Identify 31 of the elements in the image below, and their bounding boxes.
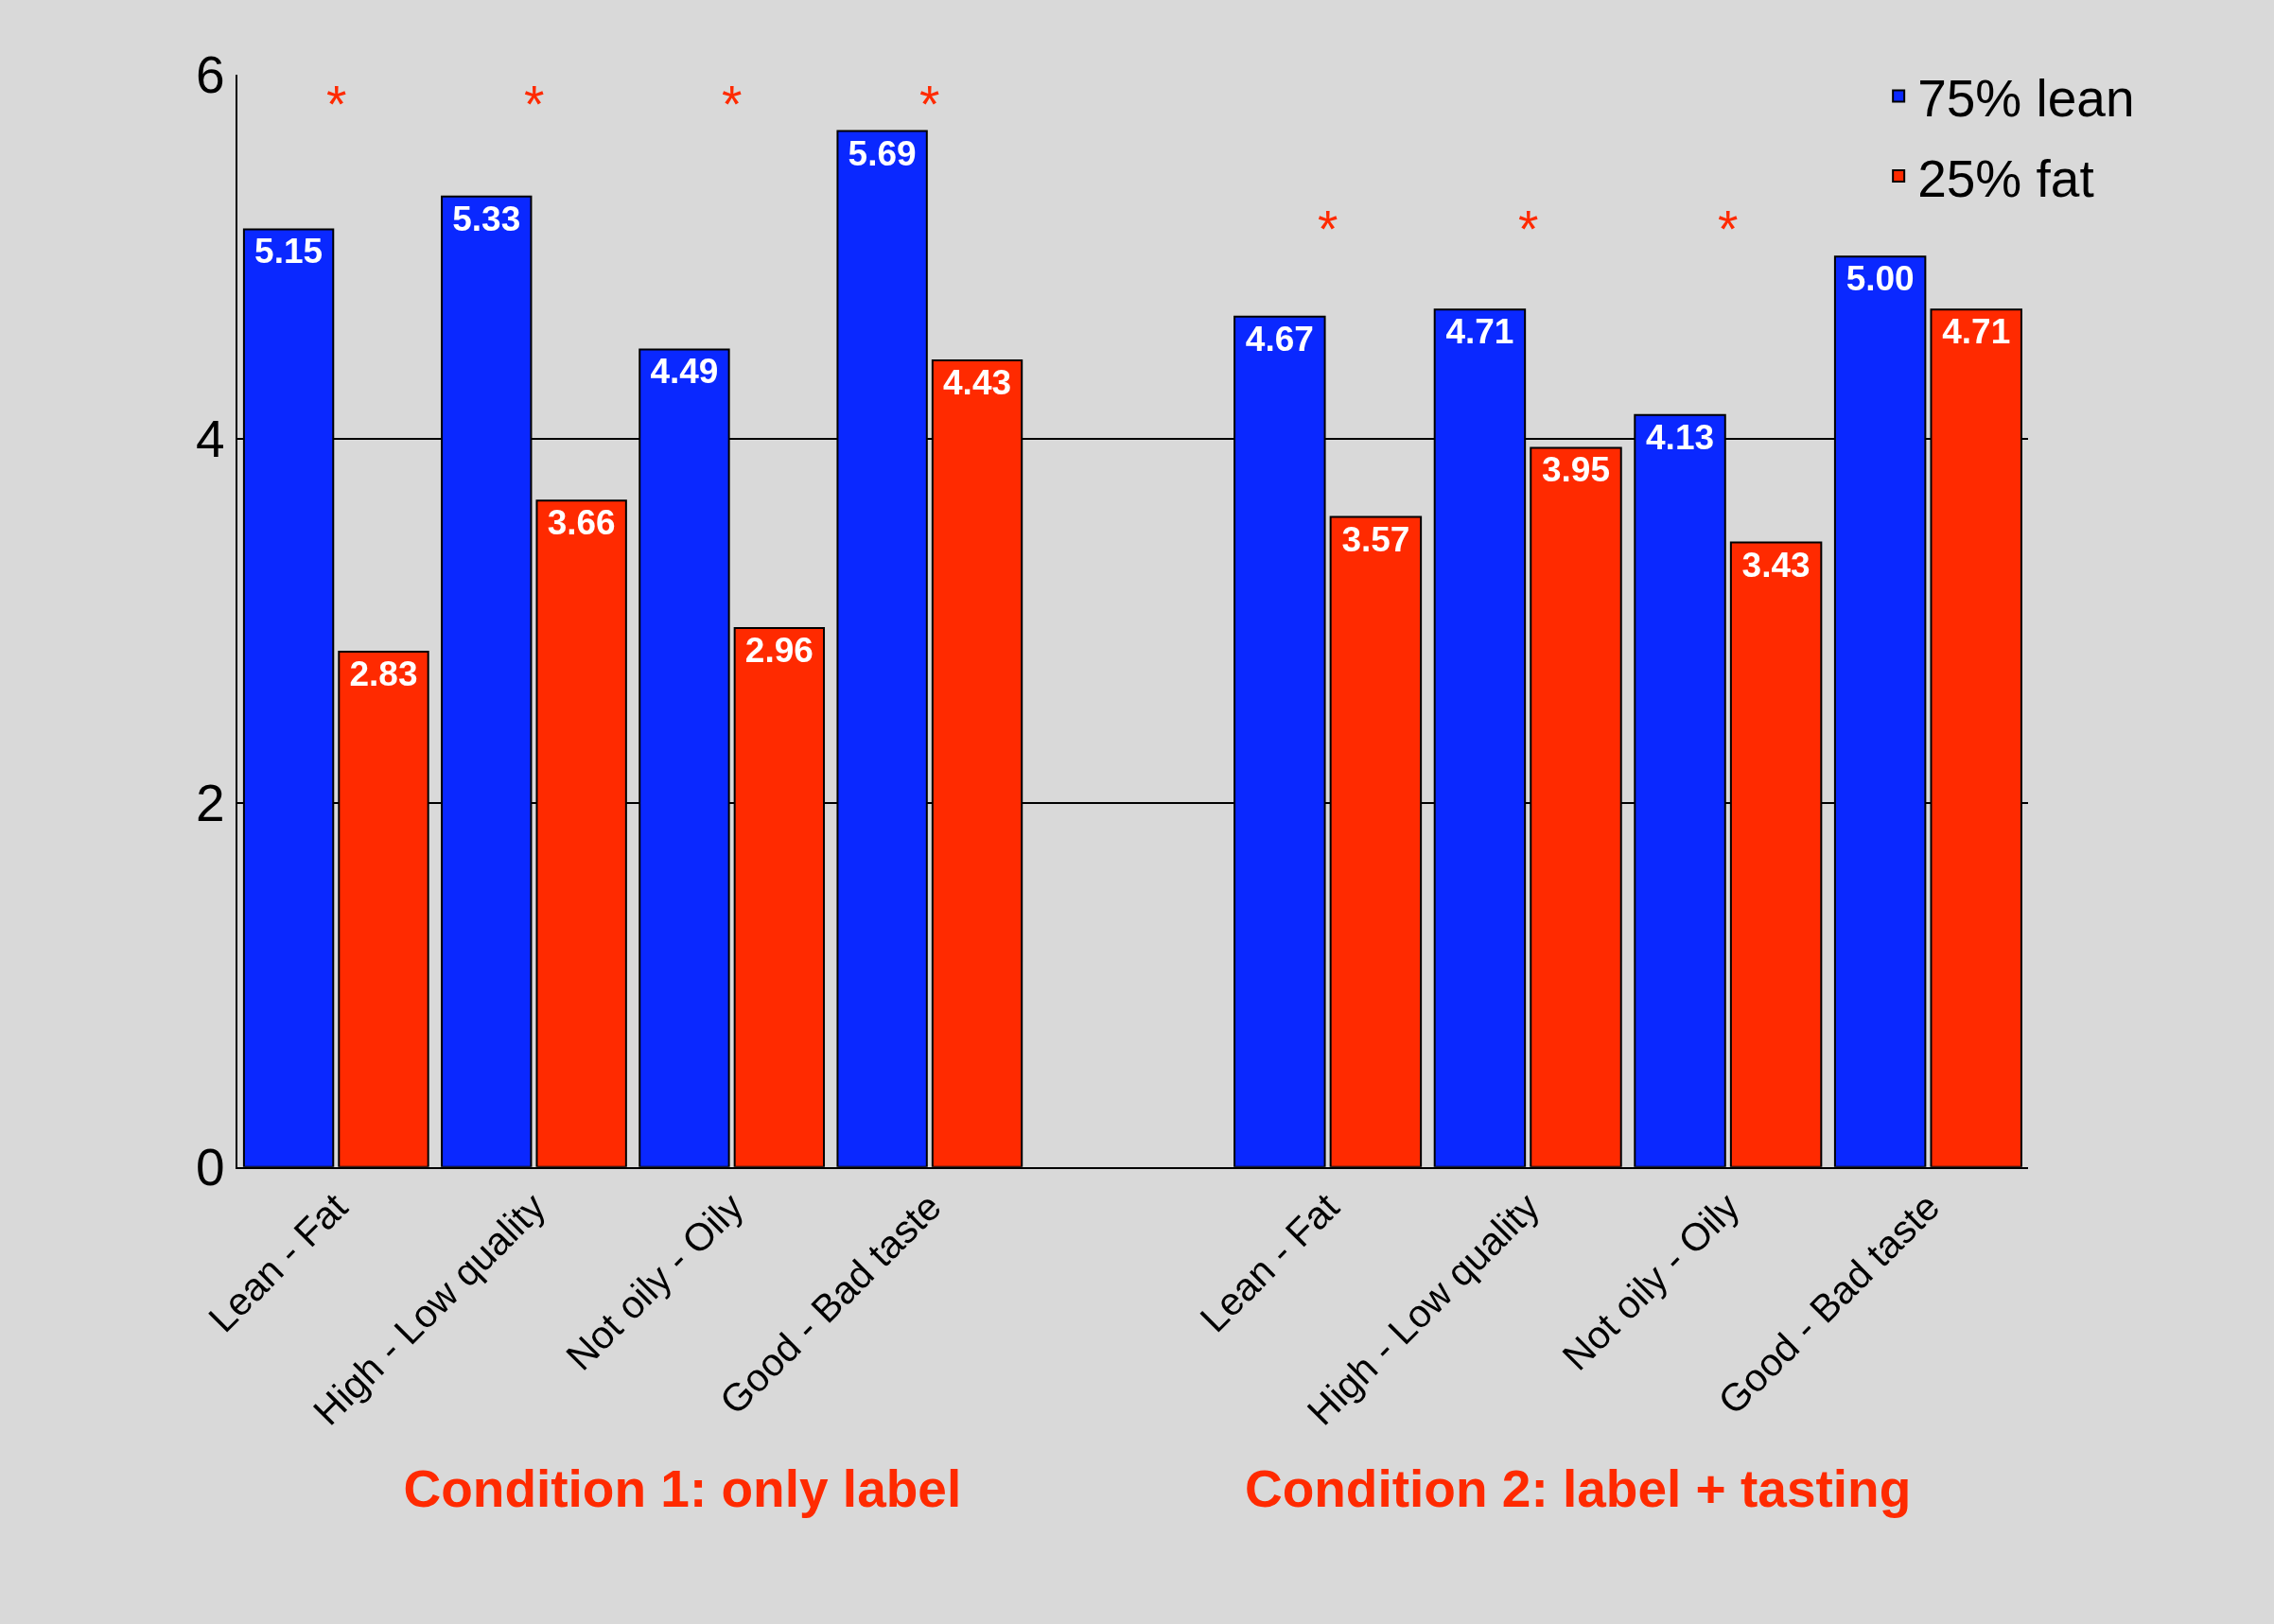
data-label: 3.95 — [1541, 450, 1610, 490]
annotation: * — [1518, 200, 1539, 258]
y-tick-label: 4 — [196, 410, 225, 469]
data-label: 4.13 — [1646, 417, 1715, 457]
data-label: 5.15 — [254, 232, 324, 271]
data-label: 2.96 — [744, 630, 813, 670]
annotation: * — [722, 75, 743, 133]
x-axis-title: Condition 1: only label — [403, 1459, 962, 1519]
data-label: 5.00 — [1845, 259, 1915, 299]
data-label: 4.49 — [650, 352, 719, 392]
data-label: 2.83 — [349, 654, 418, 693]
legend-label: 25% fat — [1917, 148, 2094, 208]
x-axis-title: Condition 2: label + tasting — [1244, 1459, 1912, 1519]
y-tick-label: 2 — [196, 773, 225, 832]
data-label: 4.67 — [1245, 319, 1314, 358]
data-label: 5.69 — [848, 133, 917, 173]
data-label: 4.71 — [1942, 312, 2011, 352]
data-label: 3.57 — [1341, 519, 1410, 559]
y-tick-label: 0 — [196, 1137, 225, 1196]
annotation: * — [919, 75, 940, 133]
data-label: 4.71 — [1445, 312, 1514, 352]
annotation: * — [1718, 200, 1739, 258]
y-tick-label: 6 — [196, 45, 225, 105]
data-label: 4.43 — [943, 363, 1012, 403]
legend-label: 75% lean — [1917, 69, 2135, 129]
data-label: 5.33 — [452, 199, 521, 238]
annotation: * — [524, 75, 545, 133]
annotation: * — [1318, 200, 1338, 258]
data-label: 3.43 — [1741, 545, 1810, 585]
annotation: * — [326, 75, 347, 133]
data-label: 3.66 — [547, 503, 616, 543]
